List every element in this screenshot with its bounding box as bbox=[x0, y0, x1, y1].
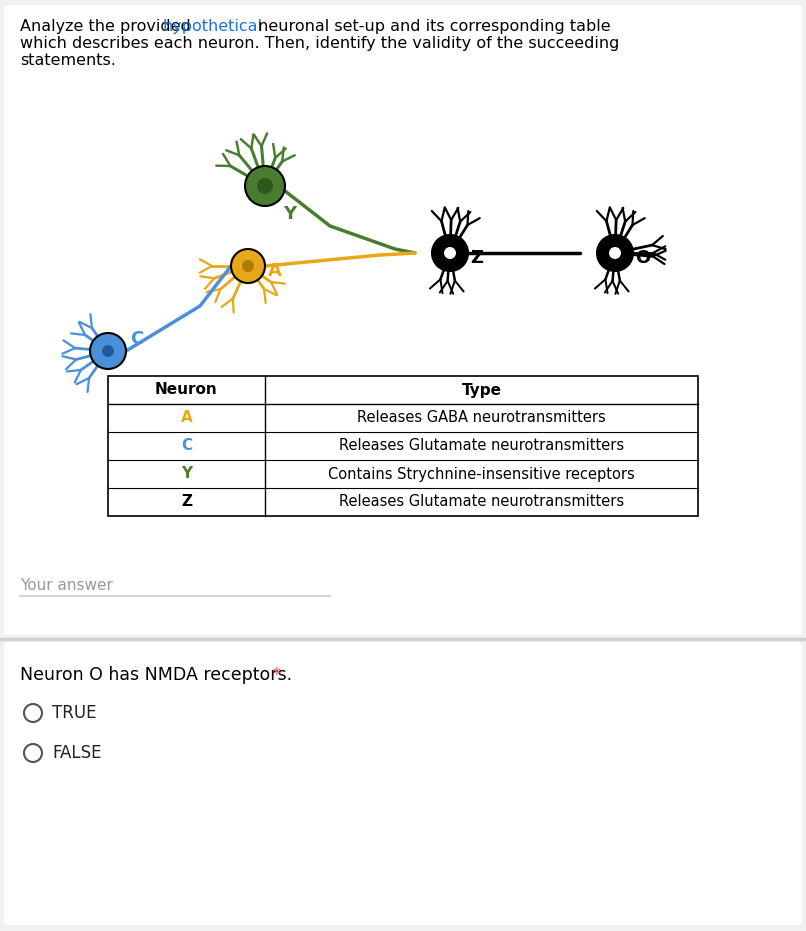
Circle shape bbox=[102, 345, 114, 357]
Circle shape bbox=[245, 166, 285, 206]
Text: neuronal set-up and its corresponding table: neuronal set-up and its corresponding ta… bbox=[253, 19, 611, 34]
Text: Contains Strychnine-insensitive receptors: Contains Strychnine-insensitive receptor… bbox=[328, 466, 635, 481]
Circle shape bbox=[432, 235, 468, 271]
Text: TRUE: TRUE bbox=[52, 704, 97, 722]
Circle shape bbox=[231, 249, 265, 283]
Text: Releases Glutamate neurotransmitters: Releases Glutamate neurotransmitters bbox=[339, 439, 624, 453]
Circle shape bbox=[597, 235, 633, 271]
Text: Releases Glutamate neurotransmitters: Releases Glutamate neurotransmitters bbox=[339, 494, 624, 509]
Text: Analyze the provided: Analyze the provided bbox=[20, 19, 196, 34]
Text: Your answer: Your answer bbox=[20, 578, 113, 593]
Text: Neuron: Neuron bbox=[155, 383, 218, 398]
Circle shape bbox=[257, 178, 273, 194]
Bar bbox=[108, 376, 698, 516]
Text: Releases GABA neurotransmitters: Releases GABA neurotransmitters bbox=[357, 411, 606, 425]
Text: statements.: statements. bbox=[20, 53, 116, 68]
Circle shape bbox=[444, 247, 456, 259]
Text: Z: Z bbox=[470, 249, 483, 267]
Text: *: * bbox=[267, 666, 281, 684]
Text: A: A bbox=[268, 262, 282, 280]
Circle shape bbox=[24, 744, 42, 762]
Text: Neuron O has NMDA receptors.: Neuron O has NMDA receptors. bbox=[20, 666, 292, 684]
Circle shape bbox=[242, 260, 254, 272]
Circle shape bbox=[24, 704, 42, 722]
Text: Y: Y bbox=[283, 205, 296, 223]
Text: FALSE: FALSE bbox=[52, 744, 102, 762]
Text: hypothetical: hypothetical bbox=[163, 19, 263, 34]
Text: C: C bbox=[130, 330, 143, 348]
Text: Y: Y bbox=[181, 466, 192, 481]
Text: Type: Type bbox=[462, 383, 501, 398]
Text: which describes each neuron. Then, identify the validity of the succeeding: which describes each neuron. Then, ident… bbox=[20, 36, 619, 51]
Text: C: C bbox=[181, 439, 192, 453]
FancyBboxPatch shape bbox=[4, 5, 802, 635]
Text: A: A bbox=[181, 411, 193, 425]
FancyBboxPatch shape bbox=[4, 642, 802, 925]
Text: Z: Z bbox=[181, 494, 192, 509]
Circle shape bbox=[90, 333, 126, 369]
Circle shape bbox=[609, 247, 621, 259]
Text: O: O bbox=[635, 249, 650, 267]
